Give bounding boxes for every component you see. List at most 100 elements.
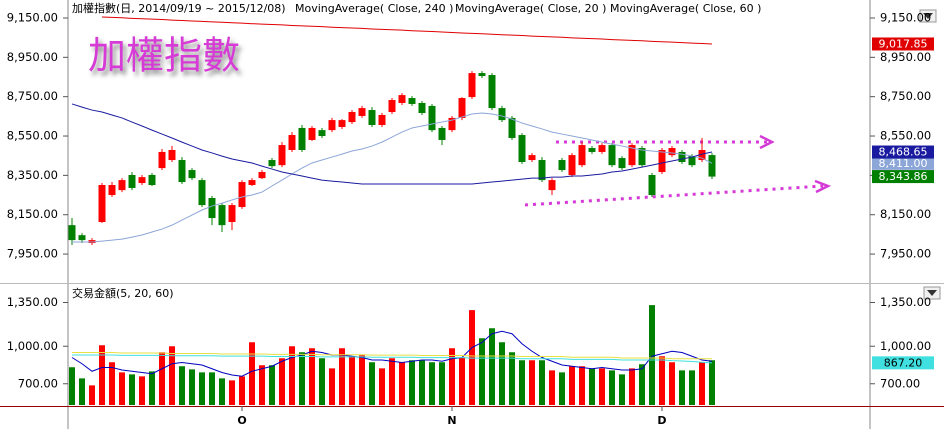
candle-body <box>618 158 626 169</box>
volume-bar <box>609 370 615 405</box>
volume-bar <box>499 342 505 405</box>
moving-average-line <box>72 354 713 364</box>
candle-body <box>478 73 486 77</box>
y-tick-label: 8,750.00 <box>7 89 58 103</box>
volume-bar <box>539 360 545 405</box>
moving-average-line <box>72 352 712 360</box>
legend-entry: MovingAverage( Close, 240 ) <box>295 2 453 15</box>
candle-body <box>558 160 566 171</box>
candle-body <box>628 145 636 166</box>
y2-tick-label: 700.00 <box>880 376 920 390</box>
candle-body <box>128 174 136 188</box>
candle-body <box>498 108 506 121</box>
volume-bar <box>569 366 575 405</box>
candle-body <box>358 108 366 116</box>
candle-body <box>238 182 246 208</box>
candle-body <box>198 180 206 206</box>
candle-body <box>588 148 596 152</box>
y-tick-label: 1,350.00 <box>7 295 58 309</box>
volume-bar <box>489 328 495 405</box>
y2-tick-label: 8,150.00 <box>880 207 931 221</box>
candle-body <box>348 112 356 123</box>
chart-title: 加權指數(日, 2014/09/19 ~ 2015/12/08) <box>72 1 286 15</box>
last-value-label: 8,411.00 <box>879 157 928 170</box>
y-tick-label: 700.00 <box>18 376 58 390</box>
volume-bar <box>699 362 705 405</box>
candle-body <box>338 120 346 127</box>
candle-body <box>488 75 496 109</box>
volume-bar <box>339 348 345 405</box>
candle-body <box>298 127 306 150</box>
volume-bar <box>399 362 405 405</box>
last-value-box <box>872 356 934 370</box>
last-value-box <box>872 37 934 51</box>
watermark: 加權指數 <box>88 34 240 78</box>
last-value-label: 867.20 <box>884 356 923 369</box>
candle-body <box>188 170 196 179</box>
volume-bar <box>709 360 715 405</box>
volume-bar <box>549 370 555 405</box>
candle-body <box>138 177 146 184</box>
candle-body <box>598 145 606 152</box>
volume-bar <box>429 362 435 405</box>
volume-bar <box>329 368 335 405</box>
volume-bar <box>159 352 165 405</box>
volume-bar <box>209 372 215 405</box>
volume-bar <box>639 364 645 405</box>
candle-body <box>578 145 586 166</box>
volume-bar <box>279 358 285 405</box>
y-tick-label: 8,550.00 <box>7 129 58 143</box>
volume-bar <box>529 360 535 405</box>
volume-bar <box>309 348 315 405</box>
volume-bar <box>359 355 365 405</box>
candle-body <box>158 151 166 169</box>
volume-bar <box>99 345 105 405</box>
volume-bar <box>239 376 245 405</box>
volume-bar <box>369 362 375 405</box>
candle-body <box>228 205 236 222</box>
support-line <box>524 184 824 207</box>
candle-body <box>98 185 106 222</box>
volume-bar <box>149 371 155 405</box>
volume-bar <box>679 370 685 405</box>
candle-body <box>408 98 416 104</box>
candle-body <box>208 197 216 219</box>
volume-bar <box>69 367 75 405</box>
moving-average-line <box>71 330 713 377</box>
y2-tick-label: 8,750.00 <box>880 89 931 103</box>
last-value-box <box>872 145 934 159</box>
candle-body <box>698 149 706 161</box>
volume-bar <box>629 368 635 405</box>
volume-bar <box>419 360 425 405</box>
volume-bar <box>439 362 445 405</box>
volume-bar <box>109 362 115 405</box>
chart-title: 交易金額(5, 20, 60) <box>72 286 174 300</box>
candle-body <box>68 225 76 241</box>
x-tick-label: O <box>237 414 246 427</box>
button-icon <box>927 290 937 296</box>
candle-body <box>668 148 676 156</box>
volume-bar <box>259 365 265 405</box>
volume-bar <box>319 358 325 405</box>
candle-body <box>708 155 716 177</box>
candle-body <box>118 180 126 191</box>
last-value-label: 9,017.85 <box>879 37 928 50</box>
candle-body <box>468 73 476 98</box>
y2-tick-label: 1,000.00 <box>880 339 931 353</box>
volume-bar <box>389 358 395 405</box>
volume-bar <box>219 378 225 405</box>
volume-bar <box>89 385 95 405</box>
y2-tick-label: 1,350.00 <box>880 295 931 309</box>
candle-body <box>78 235 86 241</box>
volume-bar <box>519 360 525 405</box>
candle-body <box>318 130 326 137</box>
y-tick-label: 1,000.00 <box>7 339 58 353</box>
candle-body <box>528 155 536 161</box>
volume-bar <box>649 305 655 405</box>
candle-body <box>688 156 696 166</box>
legend-entry: MovingAverage( Close, 60 ) <box>610 2 761 15</box>
candle-body <box>538 160 546 181</box>
x-tick-label: D <box>657 414 666 427</box>
